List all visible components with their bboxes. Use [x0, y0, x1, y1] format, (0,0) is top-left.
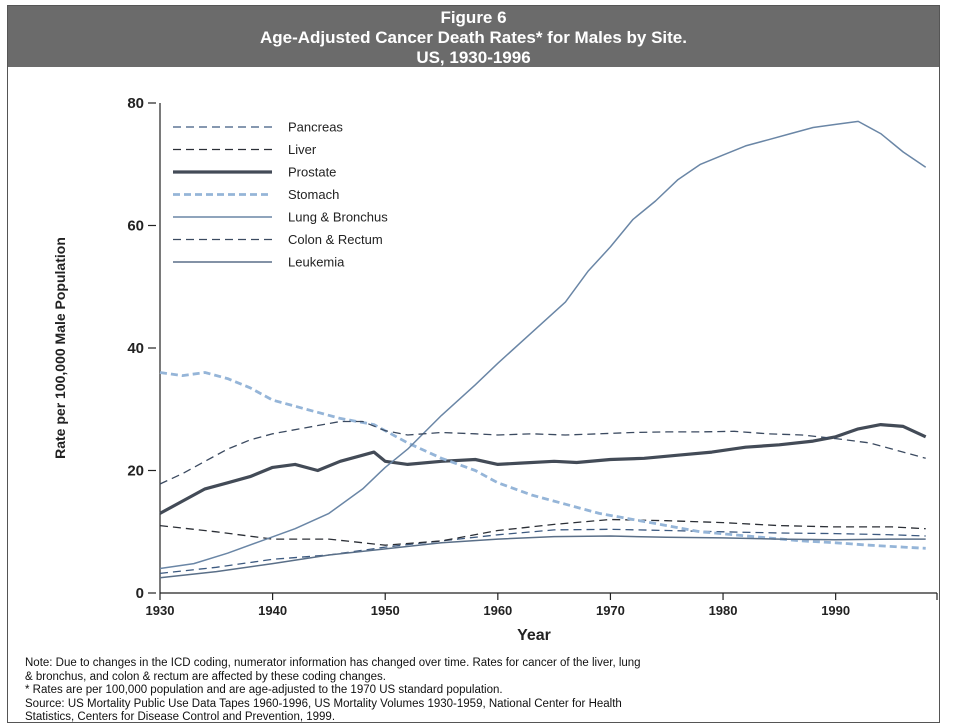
figure-number: Figure 6	[440, 8, 507, 27]
x-tick-label: 1980	[709, 603, 738, 618]
x-tick-label: 1940	[258, 603, 287, 618]
series-line-liver	[159, 518, 926, 546]
legend-label: Pancreas	[288, 120, 343, 135]
figure-frame: Figure 6 Age-Adjusted Cancer Death Rates…	[7, 5, 940, 723]
y-tick-label: 60	[127, 218, 144, 235]
figure-subtitle: US, 1930-1996	[416, 48, 531, 67]
chart-series	[159, 120, 927, 579]
y-tick-label: 40	[127, 340, 144, 357]
figure-header: Figure 6 Age-Adjusted Cancer Death Rates…	[8, 6, 939, 67]
legend-label: Stomach	[288, 187, 339, 202]
note-line: * Rates are per 100,000 population and a…	[25, 684, 503, 696]
figure-notes: Note: Due to changes in the ICD coding, …	[25, 657, 930, 725]
x-tick-label: 1930	[146, 603, 175, 618]
legend-label: Colon & Rectum	[288, 232, 383, 247]
chart-axes: 0 20 40 60 80 1930 1940 1950 1960 1970 1980 1990 Yea…	[52, 95, 938, 644]
y-tick-label: 0	[136, 585, 144, 602]
y-axis-label: Rate per 100,000 Male Population	[52, 237, 68, 459]
y-tick-label: 20	[127, 463, 144, 480]
series-line-prostate	[159, 423, 927, 515]
note-line: Statistics, Centers for Disease Control …	[25, 711, 336, 723]
series-line-leukemia	[159, 535, 926, 579]
x-axis-label: Year	[517, 627, 551, 644]
legend-label: Prostate	[288, 165, 336, 180]
legend-label: Liver	[288, 142, 317, 157]
chart-legend: Pancreas Liver Prostate Stomach Lung & Bronc…	[173, 120, 388, 270]
legend-label: Lung & Bronchus	[288, 210, 388, 225]
x-tick-label: 1990	[821, 603, 850, 618]
series-line-lung-bronchus	[159, 120, 927, 570]
figure-title: Age-Adjusted Cancer Death Rates* for Mal…	[259, 28, 687, 47]
x-tick-label: 1960	[483, 603, 512, 618]
note-line: & bronchus, and colon & rectum are affec…	[25, 670, 386, 683]
x-tick-label: 1950	[371, 603, 400, 618]
x-tick-label: 1970	[596, 603, 625, 618]
series-line-colon-rectum	[159, 420, 926, 485]
note-line: Note: Due to changes in the ICD coding, …	[25, 657, 641, 669]
note-line: Source: US Mortality Public Use Data Tap…	[25, 697, 622, 710]
series-line-pancreas	[159, 528, 926, 575]
y-tick-label: 80	[127, 95, 144, 112]
series-line-stomach	[159, 371, 926, 550]
legend-label: Leukemia	[288, 255, 345, 270]
